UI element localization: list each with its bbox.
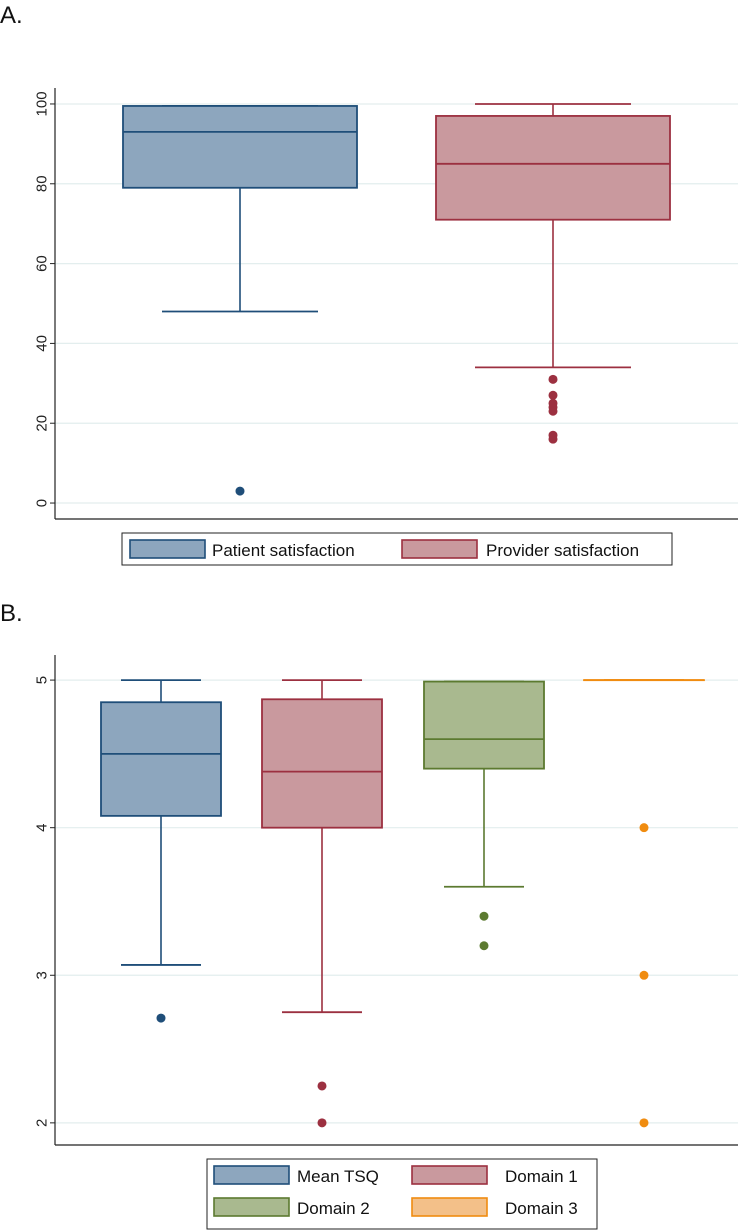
- y-tick-label: 3: [33, 971, 50, 979]
- legend-label: Patient satisfaction: [212, 541, 355, 560]
- legend-swatch: [129, 539, 206, 559]
- outlier-point: [639, 1118, 649, 1128]
- panel-label-a: A.: [0, 2, 23, 29]
- outlier-point: [479, 911, 489, 921]
- y-tick-label: 80: [33, 175, 50, 192]
- y-tick-label: 100: [33, 91, 50, 116]
- box-iqr: [423, 680, 545, 770]
- box-iqr: [122, 105, 358, 189]
- outlier-point: [548, 406, 558, 416]
- box-patient-satisfaction: [122, 105, 358, 496]
- box-provider-satisfaction: [435, 103, 671, 444]
- box-iqr: [100, 701, 222, 817]
- legend-label: Domain 3: [505, 1199, 578, 1218]
- y-tick-label: 4: [33, 824, 50, 832]
- box-iqr: [261, 698, 383, 829]
- legend-swatch: [213, 1197, 290, 1217]
- y-tick-label: 20: [33, 415, 50, 432]
- y-tick-label: 5: [33, 676, 50, 684]
- legend-swatch: [411, 1165, 488, 1185]
- legend-label: Domain 2: [297, 1199, 370, 1218]
- outlier-point: [548, 434, 558, 444]
- chart-panel-a: 0 20 40 60 80 100 Patient satisfaction Provider…: [33, 88, 738, 566]
- panel-label-b: B.: [0, 600, 23, 627]
- legend-label: Provider satisfaction: [486, 541, 639, 560]
- box-domain-3: [583, 679, 705, 1128]
- box-domain-2: [423, 680, 545, 951]
- outlier-point: [156, 1013, 166, 1023]
- y-tick-label: 40: [33, 335, 50, 352]
- y-tick-label: 2: [33, 1119, 50, 1127]
- legend-swatch: [213, 1165, 290, 1185]
- legend-frame: [121, 532, 673, 566]
- outlier-point: [548, 390, 558, 400]
- outlier-point: [548, 374, 558, 384]
- outlier-point: [317, 1081, 327, 1091]
- box-mean-tsq: [100, 679, 222, 1023]
- outlier-point: [479, 941, 489, 951]
- legend-label: Mean TSQ: [297, 1167, 379, 1186]
- box-domain-1: [261, 679, 383, 1128]
- outlier-point: [235, 486, 245, 496]
- legend-swatch: [401, 539, 478, 559]
- legend: Mean TSQ Domain 1 Domain 2 Domain 3: [206, 1158, 598, 1230]
- legend-swatch: [411, 1197, 488, 1217]
- outlier-point: [639, 970, 649, 980]
- y-tick-label: 0: [33, 499, 50, 507]
- y-tick-label: 60: [33, 255, 50, 272]
- outlier-point: [317, 1118, 327, 1128]
- legend: Patient satisfaction Provider satisfactio…: [121, 532, 673, 566]
- chart-panel-b: 2 3 4 5 Mean TSQ Domain 1 Domain 2 Domain 3: [33, 655, 738, 1230]
- legend-label: Domain 1: [505, 1167, 578, 1186]
- box-iqr: [435, 115, 671, 221]
- outlier-point: [639, 823, 649, 833]
